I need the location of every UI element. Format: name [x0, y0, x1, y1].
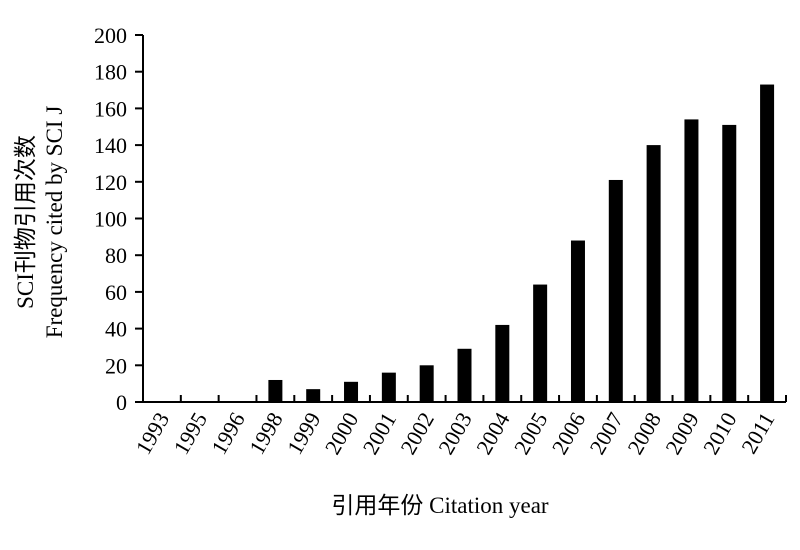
y-axis-title-line1: SCI刊物引用次数	[13, 135, 38, 309]
bar	[495, 324, 510, 402]
x-tick-label: 2009	[660, 408, 704, 459]
y-tick-label: 160	[94, 96, 127, 121]
x-tick-label: 2011	[736, 408, 779, 458]
y-tick-label: 200	[94, 23, 127, 48]
x-tick-label: 2004	[471, 408, 515, 459]
x-tick-label: 1993	[131, 408, 175, 459]
y-tick-label: 60	[105, 280, 127, 305]
x-tick-label: 2010	[698, 408, 742, 459]
y-tick-label: 100	[94, 207, 127, 232]
y-axis-title-line2: Frequency cited by SCI J	[42, 106, 67, 339]
plot-area: 0204060801001201401601802001993199519961…	[94, 23, 787, 459]
x-tick-label: 2002	[395, 408, 439, 459]
bar	[760, 84, 775, 403]
bar	[457, 348, 472, 402]
y-tick-label: 20	[105, 353, 127, 378]
bar	[570, 240, 585, 402]
bar	[646, 145, 661, 402]
bar	[306, 389, 321, 402]
bar	[722, 124, 737, 402]
y-tick-label: 120	[94, 170, 127, 195]
y-tick-label: 180	[94, 60, 127, 85]
x-tick-label: 1996	[206, 408, 250, 459]
x-tick-label: 2005	[509, 408, 553, 459]
x-tick-label: 1998	[244, 408, 288, 459]
x-axis-title: 引用年份 Citation year	[331, 493, 549, 518]
bar	[419, 365, 434, 402]
y-tick-label: 40	[105, 317, 127, 342]
y-tick-label: 80	[105, 243, 127, 268]
bar	[608, 179, 623, 402]
bar	[344, 381, 359, 402]
y-tick-label: 0	[116, 390, 127, 415]
x-tick-label: 2006	[547, 408, 591, 459]
x-tick-label: 1995	[168, 408, 212, 459]
bar	[684, 119, 699, 402]
x-tick-label: 1999	[282, 408, 326, 459]
bar	[533, 284, 548, 402]
x-tick-label: 2000	[320, 408, 364, 459]
x-tick-label: 2003	[433, 408, 477, 459]
bar	[381, 372, 396, 402]
x-tick-label: 2007	[584, 408, 628, 459]
x-tick-label: 2008	[622, 408, 666, 459]
bar	[268, 379, 283, 402]
y-tick-label: 140	[94, 133, 127, 158]
x-tick-label: 2001	[358, 408, 402, 459]
